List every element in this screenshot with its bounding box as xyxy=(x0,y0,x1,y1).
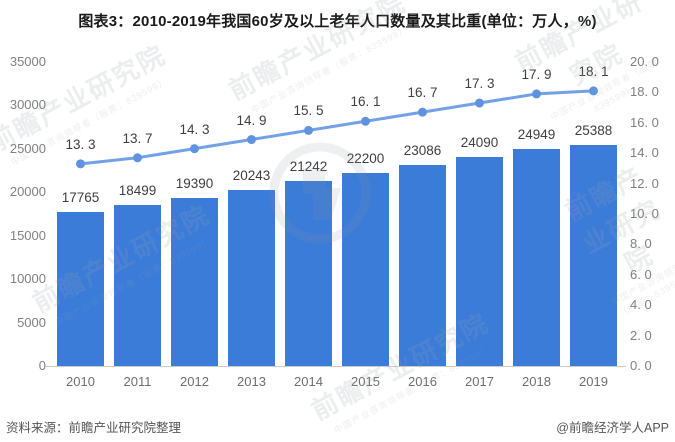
data-point-marker xyxy=(532,89,541,99)
line-value-label: 18. 1 xyxy=(578,63,609,79)
y-axis-tick-left: 0 xyxy=(38,358,46,373)
y-axis-tick-right: 6. 0 xyxy=(630,266,652,282)
x-axis-label: 2012 xyxy=(180,374,209,389)
y-axis-tick-right: 20. 0 xyxy=(630,54,659,69)
data-point-marker xyxy=(133,153,142,163)
x-axis-label: 2016 xyxy=(408,374,437,389)
line-value-label: 14. 9 xyxy=(236,112,267,128)
y-axis-tick-right: 4. 0 xyxy=(630,297,652,313)
data-point-marker xyxy=(247,135,256,145)
data-point-marker xyxy=(418,107,427,117)
data-point-marker xyxy=(190,144,199,154)
y-axis-tick-left: 35000 xyxy=(9,54,46,69)
bar-value-label: 22200 xyxy=(346,151,385,167)
bar-value-label: 25388 xyxy=(574,123,613,139)
y-axis-tick-left: 20000 xyxy=(9,184,46,200)
y-axis-tick-left: 10000 xyxy=(9,271,46,287)
bar xyxy=(114,205,161,366)
x-axis-label: 2017 xyxy=(465,374,494,389)
x-axis-line xyxy=(46,366,626,367)
bar-value-label: 20243 xyxy=(232,168,271,184)
bar xyxy=(228,190,275,366)
y-axis-tick-right: 16. 0 xyxy=(630,114,659,130)
y-axis-tick-right: 2. 0 xyxy=(630,327,652,343)
source-note: 资料来源：前瞻产业研究院整理 xyxy=(6,421,182,435)
data-point-marker xyxy=(589,86,598,96)
x-axis-label: 2015 xyxy=(351,374,380,389)
chart-title: 图表3：2010-2019年我国60岁及以上老年人口数量及其比重(单位：万人，%… xyxy=(78,13,597,30)
y-axis-tick-right: 8. 0 xyxy=(630,236,652,252)
x-axis-label: 2019 xyxy=(579,374,608,389)
x-axis-label: 2010 xyxy=(66,374,95,389)
x-axis-label: 2018 xyxy=(522,374,551,389)
bar-value-label: 19390 xyxy=(175,175,214,191)
line-value-label: 16. 7 xyxy=(407,85,438,101)
bar-value-label: 24949 xyxy=(517,127,556,143)
data-point-marker xyxy=(475,98,484,108)
bar xyxy=(513,149,560,366)
bar-value-label: 21242 xyxy=(289,159,328,175)
y-axis-tick-right: 18. 0 xyxy=(630,84,659,100)
bar xyxy=(171,197,218,366)
x-axis-label: 2011 xyxy=(123,374,152,389)
y-axis-tick-right: 0. 0 xyxy=(630,358,652,373)
y-axis-tick-left: 15000 xyxy=(9,227,46,243)
credit-note: @前瞻经济学人APP xyxy=(556,421,669,435)
bar xyxy=(342,173,389,366)
bar xyxy=(285,181,332,366)
data-point-marker xyxy=(76,159,85,169)
bar xyxy=(570,145,617,366)
data-point-marker xyxy=(361,116,370,126)
line-value-label: 17. 3 xyxy=(464,76,495,92)
bar-value-label: 18499 xyxy=(118,183,157,199)
bar xyxy=(57,211,104,366)
y-axis-tick-left: 5000 xyxy=(17,314,46,330)
bar-value-label: 24090 xyxy=(460,134,499,150)
footer: 资料来源：前瞻产业研究院整理 @前瞻经济学人APP xyxy=(6,417,669,436)
line-value-label: 17. 9 xyxy=(521,66,552,82)
line-value-label: 14. 3 xyxy=(179,121,210,137)
y-axis-tick-left: 30000 xyxy=(9,97,46,113)
line-value-label: 13. 3 xyxy=(65,136,96,152)
bar xyxy=(456,156,503,366)
line-value-label: 15. 5 xyxy=(293,103,324,119)
x-axis-label: 2014 xyxy=(294,374,323,389)
bar xyxy=(399,165,446,366)
y-axis-tick-right: 14. 0 xyxy=(630,145,659,161)
line-value-label: 13. 7 xyxy=(122,130,153,146)
y-axis-tick-left: 25000 xyxy=(9,140,46,156)
line-value-label: 16. 1 xyxy=(350,94,381,110)
bar-value-label: 23086 xyxy=(403,143,442,159)
data-point-marker xyxy=(304,125,313,135)
bar-value-label: 17765 xyxy=(61,189,100,205)
y-axis-tick-right: 12. 0 xyxy=(630,175,659,191)
y-axis-tick-right: 10. 0 xyxy=(630,206,659,221)
x-axis-label: 2013 xyxy=(237,374,266,389)
trend-line xyxy=(80,89,594,166)
